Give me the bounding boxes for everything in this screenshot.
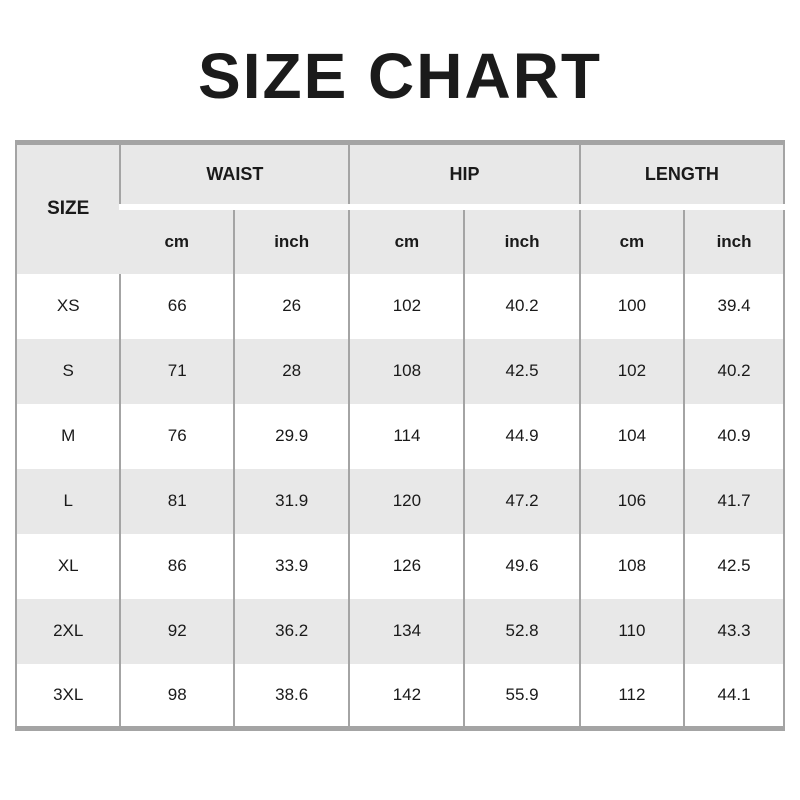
table-cell: 39.4: [683, 273, 784, 339]
table-cell: 98: [119, 663, 235, 729]
table-cell: 86: [119, 533, 235, 599]
table-cell: 33.9: [233, 533, 350, 599]
table-cell: 42.5: [683, 533, 784, 599]
table-cell: 31.9: [233, 468, 350, 534]
table-cell: 100: [578, 273, 685, 339]
table-cell: 81: [119, 468, 235, 534]
table-cell: 26: [233, 273, 350, 339]
table-header: SIZE WAIST HIP LENGTH cm inch cm inch cm…: [16, 142, 784, 274]
column-header-hip: HIP: [348, 142, 580, 210]
table-cell: 40.9: [683, 403, 784, 469]
table-cell: 102: [578, 338, 685, 404]
table-row: 3XL 98 38.6 142 55.9 112 44.1: [16, 663, 784, 729]
unit-header-length-cm: cm: [578, 206, 685, 274]
table-cell: 38.6: [233, 663, 350, 729]
unit-header-row: cm inch cm inch cm inch: [16, 206, 784, 274]
table-row: L 81 31.9 120 47.2 106 41.7: [16, 468, 784, 534]
table-cell: 71: [119, 338, 235, 404]
table-cell: 28: [233, 338, 350, 404]
table-cell: 44.9: [463, 403, 580, 469]
table-cell: 108: [348, 338, 465, 404]
table-cell: 44.1: [683, 663, 784, 729]
table-row: XS 66 26 102 40.2 100 39.4: [16, 273, 784, 339]
table-cell: 49.6: [463, 533, 580, 599]
table-cell: 40.2: [683, 338, 784, 404]
table-row: XL 86 33.9 126 49.6 108 42.5: [16, 533, 784, 599]
size-chart-table: SIZE WAIST HIP LENGTH cm inch cm inch cm…: [15, 140, 785, 731]
table-cell: 29.9: [233, 403, 350, 469]
size-label: L: [63, 491, 73, 510]
table-cell: 110: [578, 598, 685, 664]
table-cell: 114: [348, 403, 465, 469]
table-cell: 76: [119, 403, 235, 469]
table-cell: 112: [578, 663, 685, 729]
table-row: 2XL 92 36.2 134 52.8 110 43.3: [16, 598, 784, 664]
table-row: S 71 28 108 42.5 102 40.2: [16, 338, 784, 404]
column-header-length: LENGTH: [578, 142, 784, 210]
table-cell: 66: [119, 273, 235, 339]
table-cell: 106: [578, 468, 685, 534]
table-cell: 92: [119, 598, 235, 664]
table-body: XS 66 26 102 40.2 100 39.4 S 71 28 108 4…: [16, 273, 784, 729]
unit-header-hip-cm: cm: [348, 206, 465, 274]
table-row: M 76 29.9 114 44.9 104 40.9: [16, 403, 784, 469]
table-cell: 43.3: [683, 598, 784, 664]
table-cell: 40.2: [463, 273, 580, 339]
table-cell: 126: [348, 533, 465, 599]
table-cell: 42.5: [463, 338, 580, 404]
table-cell: 108: [578, 533, 685, 599]
table-cell: 102: [348, 273, 465, 339]
size-label: S: [62, 361, 74, 380]
unit-header-waist-inch: inch: [233, 206, 350, 274]
table-cell: 52.8: [463, 598, 580, 664]
table-cell: 55.9: [463, 663, 580, 729]
unit-header-waist-cm: cm: [120, 206, 235, 274]
size-label: XS: [56, 296, 80, 315]
column-header-size: SIZE: [16, 142, 121, 274]
table-cell: 104: [578, 403, 685, 469]
unit-header-hip-inch: inch: [463, 206, 580, 274]
size-label: M: [61, 426, 76, 445]
group-header-row: SIZE WAIST HIP LENGTH: [16, 142, 784, 274]
table-cell: 41.7: [683, 468, 784, 534]
table-cell: 134: [348, 598, 465, 664]
table-cell: 120: [348, 468, 465, 534]
table-cell: 47.2: [463, 468, 580, 534]
size-label: 2XL: [53, 621, 84, 640]
size-label: XL: [57, 556, 79, 575]
size-label: 3XL: [53, 684, 84, 704]
table-cell: 36.2: [233, 598, 350, 664]
unit-header-length-inch: inch: [683, 206, 784, 274]
page-title: SIZE CHART: [198, 40, 602, 112]
table-cell: 142: [348, 663, 465, 729]
column-header-waist: WAIST: [119, 142, 350, 210]
